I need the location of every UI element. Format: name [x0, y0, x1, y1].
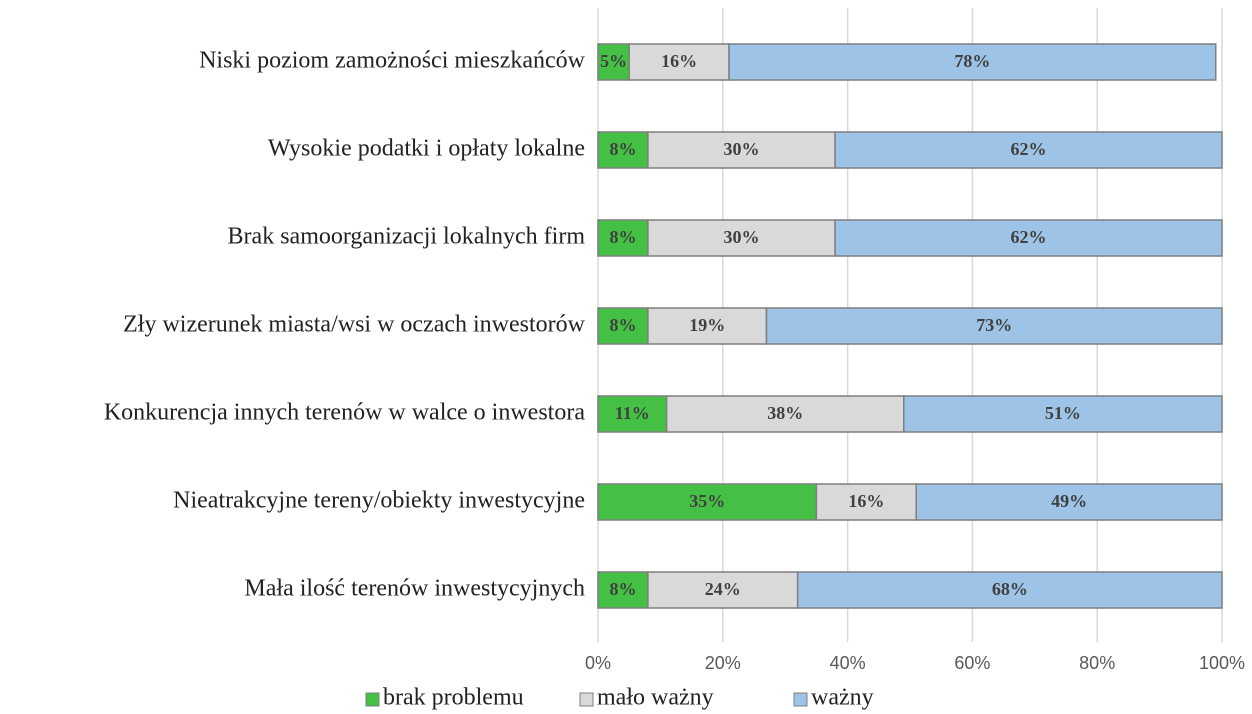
bar-segment [597, 43, 630, 81]
legend-label: mało ważny [597, 685, 714, 711]
value-label: 49% [1051, 491, 1087, 511]
x-tick-label: 20% [705, 653, 741, 673]
bar-segment [915, 483, 1223, 521]
value-label: 68% [992, 579, 1028, 599]
x-tick-label: 0% [585, 653, 611, 673]
value-label: 30% [724, 139, 760, 159]
bar-segment [597, 307, 649, 345]
y-tick-label: Zły wizerunek miasta/wsi w oczach inwest… [123, 312, 586, 338]
legend-label: brak problemu [383, 685, 524, 711]
value-label: 11% [615, 403, 650, 423]
y-tick-label: Wysokie podatki i opłaty lokalne [268, 136, 585, 162]
bar-segment [728, 43, 1217, 81]
bar-segment [765, 307, 1223, 345]
value-label: 19% [689, 315, 725, 335]
bar-segment [834, 219, 1223, 257]
value-label: 16% [661, 51, 697, 71]
legend-label: ważny [811, 685, 874, 711]
bar-segment [647, 219, 836, 257]
value-label: 62% [1011, 139, 1047, 159]
x-tick-label: 60% [954, 653, 990, 673]
value-label: 38% [767, 403, 803, 423]
bar-segment [647, 131, 836, 169]
bar-segment [597, 131, 649, 169]
value-label: 8% [609, 227, 636, 247]
value-label: 30% [724, 227, 760, 247]
y-tick-label: Nieatrakcyjne tereny/obiekty inwestycyjn… [173, 488, 585, 514]
value-label: 51% [1045, 403, 1081, 423]
value-label: 8% [609, 579, 636, 599]
y-tick-label: Niski poziom zamożności mieszkańców [199, 48, 586, 74]
x-tick-label: 80% [1079, 653, 1115, 673]
bar-segment [597, 395, 668, 433]
legend-swatch [793, 692, 808, 707]
value-label: 8% [609, 315, 636, 335]
value-label: 35% [689, 491, 725, 511]
bar-segment [665, 395, 905, 433]
bar-segment [834, 131, 1223, 169]
value-label: 16% [848, 491, 884, 511]
bar-segment [815, 483, 917, 521]
bar-segment [597, 219, 649, 257]
value-label: 8% [609, 139, 636, 159]
x-tick-label: 40% [830, 653, 866, 673]
legend-swatch [365, 692, 380, 707]
x-tick-label: 100% [1199, 653, 1245, 673]
y-tick-label: Brak samoorganizacji lokalnych firm [228, 224, 586, 250]
bar-segment [796, 571, 1223, 609]
y-tick-label: Konkurencja innych terenów w walce o inw… [104, 400, 586, 426]
bar-segment [647, 307, 768, 345]
bar-segment [903, 395, 1223, 433]
legend-swatch [579, 692, 594, 707]
y-tick-label: Mała ilość terenów inwestycyjnych [244, 576, 585, 602]
value-label: 5% [600, 51, 627, 71]
value-label: 62% [1011, 227, 1047, 247]
value-label: 78% [954, 51, 990, 71]
value-label: 73% [976, 315, 1012, 335]
value-label: 24% [705, 579, 741, 599]
